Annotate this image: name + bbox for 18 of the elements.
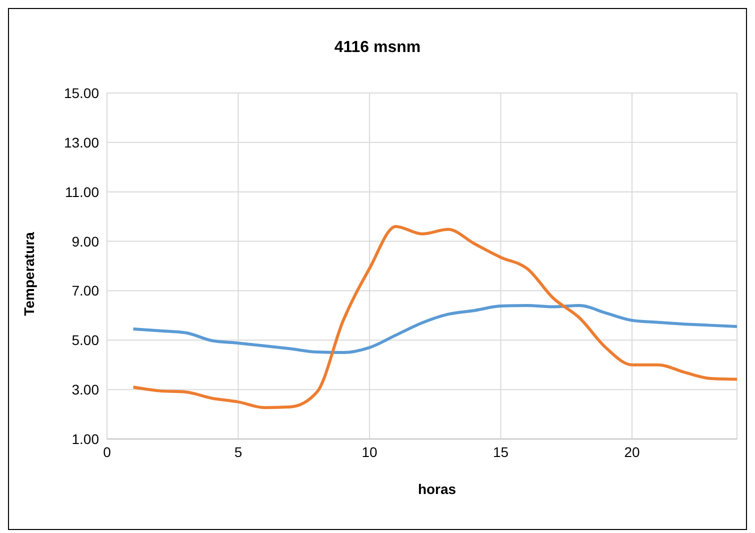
y-tick-label: 11.00: [65, 184, 100, 200]
y-axis-title: Temperatura: [21, 232, 37, 316]
y-tick-label: 1.00: [72, 430, 100, 447]
y-tick-label: 7.00: [72, 282, 100, 299]
line-series: [132, 304, 737, 354]
x-tick-label: 15: [492, 444, 509, 460]
x-tick-label: 0: [103, 444, 112, 460]
y-tick-label: 9.00: [72, 233, 100, 250]
y-tick-label: 15.00: [64, 84, 100, 101]
x-axis-title: horas: [416, 481, 458, 497]
x-tick-label: 5: [234, 444, 242, 460]
x-tick-label: 20: [624, 444, 640, 460]
line-series: [132, 224, 737, 410]
y-tick-label: 13.00: [64, 134, 100, 150]
y-tick-label: 5.00: [72, 332, 100, 348]
chart-title: 4116 msnm: [333, 39, 422, 57]
y-tick-label: 3.00: [72, 382, 100, 398]
x-tick-label: 10: [362, 444, 378, 460]
